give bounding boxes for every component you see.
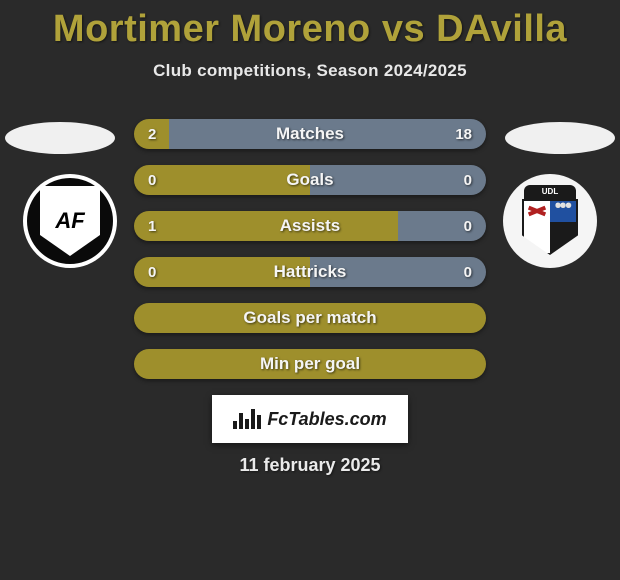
- club-badge-left-shield: AF: [40, 186, 100, 256]
- stat-bar-right-seg: [169, 119, 486, 149]
- stat-bar-left-seg: [134, 165, 310, 195]
- stat-bar: Hattricks00: [134, 257, 486, 287]
- stat-bar-left-seg: [134, 257, 310, 287]
- bar-chart-icon: [233, 409, 261, 429]
- brand-badge: FcTables.com: [212, 395, 408, 443]
- player-photo-right-placeholder: [505, 122, 615, 154]
- stat-bar-left-seg: [134, 119, 169, 149]
- stat-bar-right-seg: [310, 257, 486, 287]
- club-badge-right-banner: UDL: [524, 185, 576, 199]
- stat-bar-full-seg: [134, 349, 486, 379]
- comparison-widget: Mortimer Moreno vs DAvilla Club competit…: [0, 0, 620, 476]
- date-label: 11 february 2025: [0, 455, 620, 476]
- stat-bar-left-seg: [134, 211, 398, 241]
- stat-bar: Assists10: [134, 211, 486, 241]
- player-photo-left-placeholder: [5, 122, 115, 154]
- stat-bar: Matches218: [134, 119, 486, 149]
- brand-text: FcTables.com: [267, 409, 386, 430]
- stat-bar-right-seg: [310, 165, 486, 195]
- stat-bar: Goals per match: [134, 303, 486, 333]
- stat-bar: Min per goal: [134, 349, 486, 379]
- page-title: Mortimer Moreno vs DAvilla: [0, 8, 620, 51]
- club-badge-left: AF: [23, 174, 117, 268]
- comparison-bars: Matches218 Goals00 Assists10 Hattricks00 Goa…: [134, 119, 486, 379]
- stat-bar-right-seg: [398, 211, 486, 241]
- club-badge-right: UDL: [503, 174, 597, 268]
- club-badge-right-shield: UDL: [512, 183, 588, 259]
- stat-bar-full-seg: [134, 303, 486, 333]
- stat-bar: Goals00: [134, 165, 486, 195]
- club-badge-right-field: [522, 199, 578, 255]
- page-subtitle: Club competitions, Season 2024/2025: [0, 61, 620, 81]
